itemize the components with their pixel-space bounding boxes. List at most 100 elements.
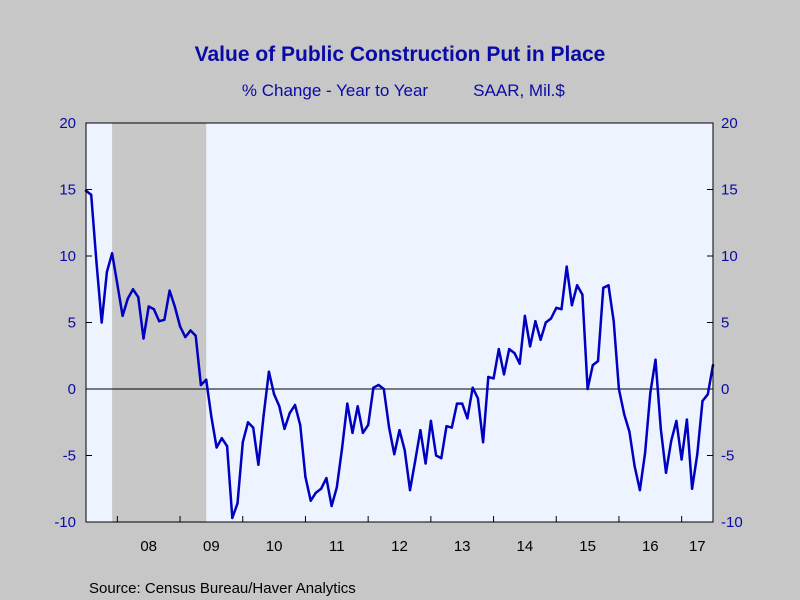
data-point xyxy=(121,314,124,318)
data-point xyxy=(617,387,621,391)
data-point xyxy=(351,431,354,435)
data-point xyxy=(299,423,302,427)
data-point xyxy=(476,397,480,400)
y-tick-label-left: 15 xyxy=(59,182,76,199)
data-point xyxy=(591,363,594,367)
data-point xyxy=(377,383,380,387)
data-point xyxy=(414,459,417,462)
data-point xyxy=(471,386,474,389)
recession-shading xyxy=(112,123,207,522)
data-point xyxy=(319,487,323,490)
data-point xyxy=(424,462,427,465)
data-point xyxy=(215,446,218,449)
data-point xyxy=(408,488,412,492)
data-point xyxy=(445,425,448,428)
data-point xyxy=(220,437,223,440)
data-point xyxy=(257,463,260,466)
data-point xyxy=(367,423,370,427)
data-point xyxy=(575,284,579,287)
data-point xyxy=(361,431,365,435)
data-point xyxy=(659,427,662,431)
chart-subtitle-left: % Change - Year to Year xyxy=(242,81,429,100)
data-point xyxy=(246,421,250,424)
data-point xyxy=(455,402,459,405)
y-tick-label-left: -10 xyxy=(54,514,76,531)
data-point xyxy=(544,321,547,324)
chart-subtitle-right: SAAR, Mil.$ xyxy=(473,81,565,100)
data-point xyxy=(560,308,563,311)
data-point xyxy=(199,383,203,387)
x-tick-label: 16 xyxy=(642,538,659,555)
data-point xyxy=(690,487,694,490)
data-point xyxy=(696,453,699,456)
data-point xyxy=(330,504,333,508)
data-point xyxy=(706,393,709,396)
data-point xyxy=(513,351,516,355)
y-tick-label-right: -5 xyxy=(721,448,734,465)
y-tick-label-right: 5 xyxy=(721,315,729,332)
data-point xyxy=(701,399,704,403)
data-point xyxy=(267,370,271,373)
data-point xyxy=(481,441,485,444)
data-point xyxy=(596,359,600,363)
data-point xyxy=(272,393,276,396)
data-point xyxy=(236,502,239,505)
data-point xyxy=(340,447,344,450)
data-point xyxy=(518,362,521,365)
y-tick-label-left: 20 xyxy=(59,115,76,132)
data-point xyxy=(643,451,647,454)
data-point xyxy=(252,426,255,429)
data-point xyxy=(466,417,469,420)
data-point xyxy=(534,320,537,323)
data-point xyxy=(382,387,385,391)
data-point xyxy=(335,486,338,489)
data-point xyxy=(670,439,673,443)
data-point xyxy=(116,282,119,286)
data-point xyxy=(314,491,318,494)
data-point xyxy=(393,453,396,456)
x-tick-label: 14 xyxy=(517,538,534,555)
data-point xyxy=(403,449,406,452)
data-point xyxy=(126,297,129,300)
data-point xyxy=(304,475,307,478)
data-point xyxy=(90,193,93,196)
x-axis: 08 09 10 11 12 13 14 15 16 17 xyxy=(116,516,706,555)
data-point xyxy=(586,387,589,391)
data-point xyxy=(178,325,182,328)
data-point xyxy=(293,403,297,407)
data-point xyxy=(346,402,349,405)
data-point xyxy=(137,296,140,299)
data-point xyxy=(649,391,652,395)
chart-title: Value of Public Construction Put in Plac… xyxy=(195,43,606,66)
data-point xyxy=(638,488,642,492)
x-tick-label: 08 xyxy=(140,538,157,555)
data-point xyxy=(210,415,213,419)
data-point xyxy=(110,252,114,255)
data-point xyxy=(278,405,281,408)
data-point xyxy=(158,320,161,323)
data-point xyxy=(623,413,626,416)
x-tick-label: 09 xyxy=(203,538,220,555)
data-point xyxy=(429,419,433,423)
y-tick-label-left: -5 xyxy=(63,448,76,465)
y-tick-label-left: 10 xyxy=(59,248,76,265)
data-point xyxy=(565,265,568,268)
data-point xyxy=(419,429,422,432)
data-point xyxy=(602,286,605,290)
data-point xyxy=(168,289,171,292)
y-tick-label-right: 0 xyxy=(721,381,729,398)
data-point xyxy=(309,499,312,502)
data-point xyxy=(607,284,610,287)
y-tick-label-left: 5 xyxy=(68,315,76,332)
data-point xyxy=(685,418,689,421)
data-point xyxy=(654,358,657,361)
data-point xyxy=(147,305,150,308)
data-point xyxy=(205,378,208,381)
y-tick-label-right: 10 xyxy=(721,248,738,265)
data-point xyxy=(356,405,359,408)
data-point xyxy=(95,261,98,264)
data-point xyxy=(142,337,145,340)
data-point xyxy=(173,305,176,308)
y-axis-right: 20 15 10 5 0 -5 -10 xyxy=(707,115,743,531)
data-point xyxy=(387,426,391,429)
